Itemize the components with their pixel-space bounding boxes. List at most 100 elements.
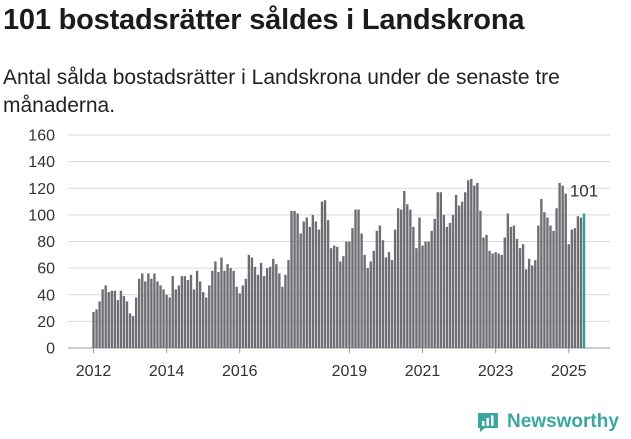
bar xyxy=(500,254,503,348)
bar xyxy=(454,194,458,348)
bar xyxy=(229,268,232,349)
bar xyxy=(125,301,129,348)
bar xyxy=(576,216,580,348)
bar xyxy=(540,198,543,348)
bar xyxy=(564,193,567,348)
bar xyxy=(479,210,482,348)
brand-logo: Newsworthy xyxy=(476,407,619,437)
bar xyxy=(421,245,424,348)
bar xyxy=(107,292,110,348)
bar xyxy=(323,200,327,348)
bar xyxy=(308,226,311,348)
y-tick-label: 60 xyxy=(37,261,55,278)
bar xyxy=(217,272,220,348)
bar xyxy=(223,270,226,348)
bar xyxy=(497,253,500,348)
bar xyxy=(570,229,574,348)
bar xyxy=(214,261,217,348)
bar xyxy=(396,208,400,348)
bar xyxy=(156,281,159,348)
bar xyxy=(433,218,436,348)
bar xyxy=(98,301,101,348)
bar xyxy=(527,258,531,348)
y-tick-label: 40 xyxy=(37,287,55,304)
bar xyxy=(427,241,430,348)
bar xyxy=(259,262,263,348)
bar xyxy=(531,265,534,348)
bar xyxy=(375,230,379,348)
bar xyxy=(384,257,388,348)
bar xyxy=(192,289,196,348)
bar xyxy=(122,296,126,348)
bar xyxy=(314,221,318,348)
bar xyxy=(147,273,150,348)
y-tick-label: 160 xyxy=(28,128,55,145)
y-tick-label: 100 xyxy=(28,207,55,224)
bar xyxy=(244,278,248,348)
brand-name: Newsworthy xyxy=(507,411,619,432)
bar xyxy=(543,212,546,348)
bar xyxy=(430,230,433,348)
bar xyxy=(470,178,473,348)
bar xyxy=(329,248,333,348)
bar xyxy=(512,225,516,348)
bar xyxy=(534,260,537,348)
bar xyxy=(339,261,342,348)
bar xyxy=(141,273,144,348)
bar xyxy=(555,208,558,348)
bar xyxy=(211,270,214,348)
bar xyxy=(305,217,308,348)
x-tick-label: 2019 xyxy=(332,363,368,380)
bar xyxy=(186,280,190,348)
bar xyxy=(418,217,421,348)
bar xyxy=(317,229,321,348)
y-tick-label: 120 xyxy=(28,181,55,198)
bar xyxy=(131,316,135,348)
bar xyxy=(238,293,241,348)
bar xyxy=(457,205,461,348)
bar xyxy=(195,270,199,348)
bar xyxy=(464,192,467,348)
bar xyxy=(354,209,357,348)
bar xyxy=(119,290,123,348)
bar xyxy=(284,274,287,348)
bar xyxy=(250,257,254,348)
bar xyxy=(293,210,296,348)
bar xyxy=(241,285,244,348)
bar xyxy=(473,185,476,348)
x-tick-label: 2023 xyxy=(478,363,514,380)
bar xyxy=(144,281,147,348)
bar xyxy=(104,285,107,348)
bar xyxy=(265,268,269,349)
bar xyxy=(320,201,324,348)
bar xyxy=(177,285,180,348)
bar xyxy=(162,289,165,348)
bar xyxy=(180,276,184,348)
bar xyxy=(424,241,427,348)
bar xyxy=(299,233,302,348)
bar xyxy=(220,257,223,348)
bar xyxy=(342,256,345,348)
bar xyxy=(302,221,305,348)
bar xyxy=(183,276,187,348)
bar xyxy=(189,274,193,348)
bar xyxy=(567,244,570,348)
bar xyxy=(357,209,360,348)
bar xyxy=(509,226,513,348)
bar xyxy=(366,268,369,349)
bar xyxy=(558,182,561,348)
y-axis-ticks: 0 20 40 60 80 100 120 140 160 xyxy=(28,128,55,358)
bar xyxy=(491,253,494,348)
bar xyxy=(451,214,455,349)
x-tick-label: 2021 xyxy=(405,363,441,380)
bar xyxy=(92,312,95,348)
bar xyxy=(518,248,522,348)
bar xyxy=(351,228,354,348)
bar xyxy=(253,266,257,348)
bar xyxy=(448,222,452,348)
bar xyxy=(579,217,583,348)
bar xyxy=(332,245,336,348)
bar xyxy=(406,204,409,348)
bar xyxy=(549,225,552,348)
